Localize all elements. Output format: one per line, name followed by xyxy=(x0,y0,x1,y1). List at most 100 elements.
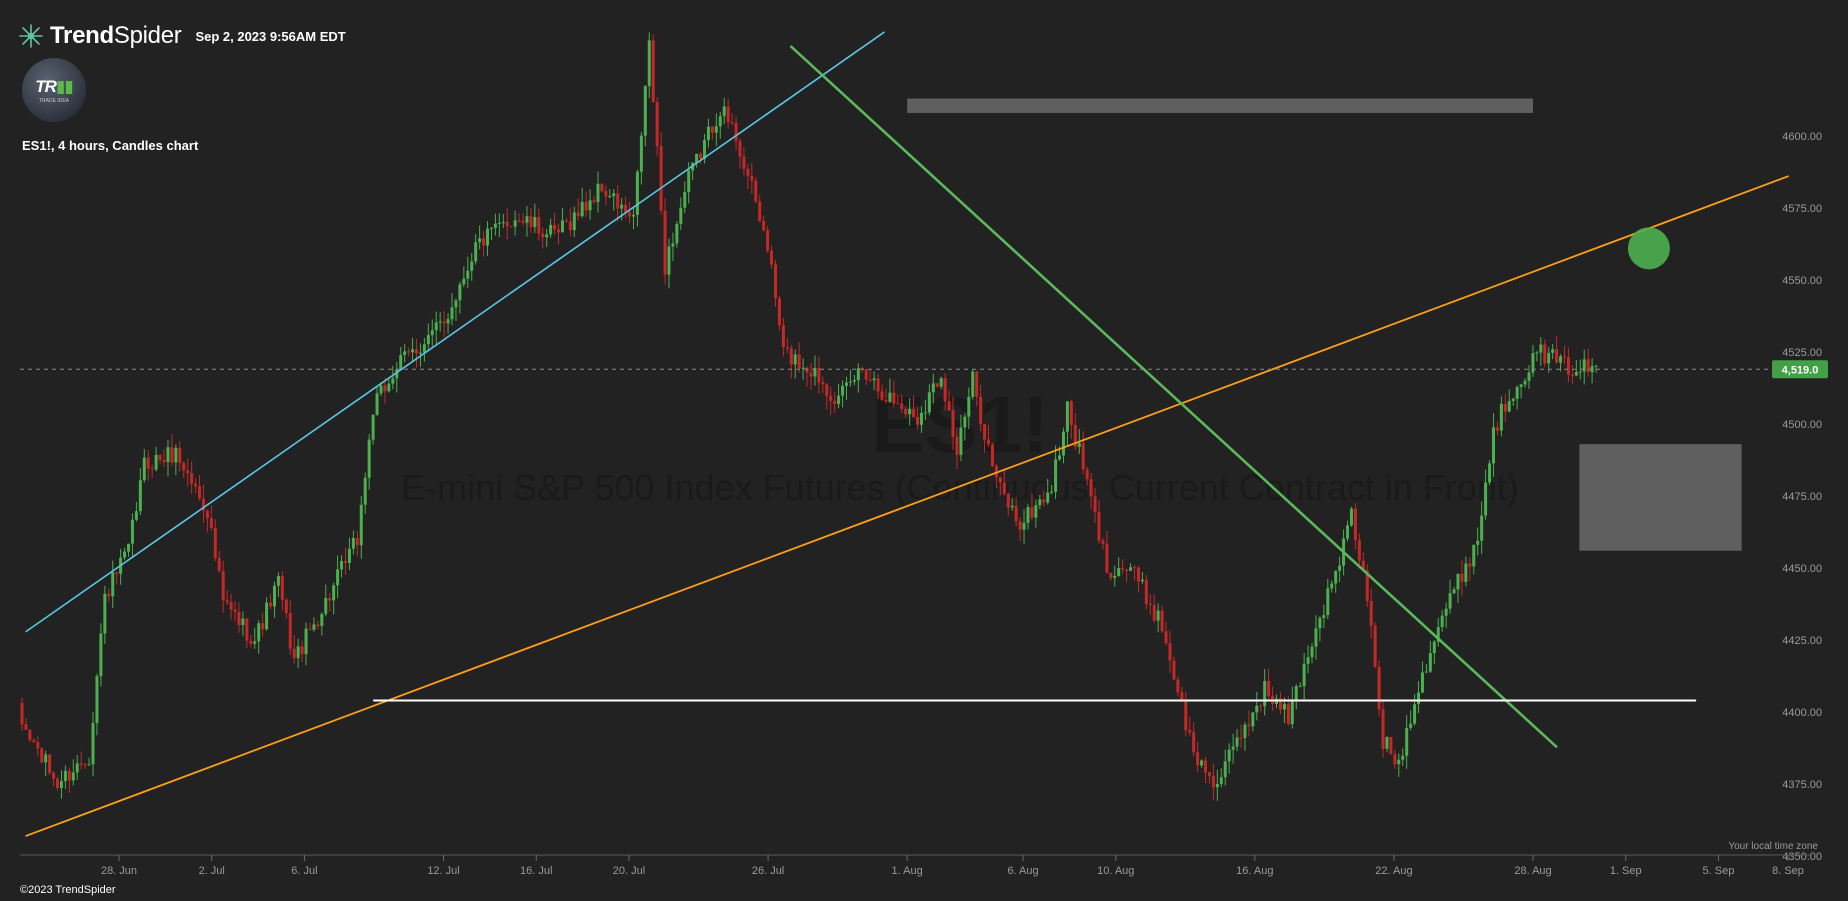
candle-body xyxy=(32,740,36,743)
candle-body xyxy=(683,191,687,208)
candle-body xyxy=(146,457,150,469)
candle-body xyxy=(643,86,647,136)
candle-body xyxy=(1144,579,1148,604)
candle-body xyxy=(793,354,797,365)
candle-body xyxy=(336,569,340,586)
candle-body xyxy=(1129,567,1133,571)
candle-body xyxy=(190,473,194,484)
candle-body xyxy=(79,763,83,765)
candle-body xyxy=(300,646,304,655)
candle-body xyxy=(1263,680,1267,707)
candle-body xyxy=(730,122,734,124)
candle-body xyxy=(340,561,344,570)
candle-body xyxy=(695,153,699,163)
candle-body xyxy=(663,210,667,275)
candle-body xyxy=(1156,610,1160,621)
candle-body xyxy=(1006,493,1010,508)
candle-body xyxy=(600,183,604,192)
brand-logo[interactable]: TrendSpider xyxy=(18,22,182,50)
header: TrendSpider Sep 2, 2023 9:56AM EDT xyxy=(18,18,346,54)
candle-body xyxy=(493,223,497,228)
candle-body xyxy=(675,223,679,244)
candle-body xyxy=(702,140,706,159)
candle-body xyxy=(1014,505,1018,522)
candles-layer xyxy=(20,32,1598,801)
candle-body xyxy=(359,504,363,546)
candle-body xyxy=(205,510,209,519)
candle-body xyxy=(1566,357,1570,375)
candle-body xyxy=(1026,507,1030,523)
candle-body xyxy=(20,703,24,725)
candle-body xyxy=(955,436,959,455)
author-avatar[interactable]: TR▮▮ TRADE IDEA xyxy=(22,58,86,122)
candle-body xyxy=(103,593,107,634)
candle-body xyxy=(884,400,888,402)
candle-body xyxy=(478,238,482,243)
candle-body xyxy=(529,216,533,228)
candle-body xyxy=(1235,737,1239,747)
candle-body xyxy=(1061,431,1065,456)
y-tick-label: 4600.00 xyxy=(1782,131,1822,143)
candle-body xyxy=(1046,492,1050,503)
candle-body xyxy=(624,204,628,213)
y-tick-label: 4400.00 xyxy=(1782,707,1822,719)
symbol-watermark: ES1! E-mini S&P 500 Index Futures (Conti… xyxy=(401,380,1519,508)
avatar-bars-icon: ▮▮ xyxy=(55,76,74,96)
y-tick-label: 4500.00 xyxy=(1782,419,1822,431)
candle-body xyxy=(450,307,454,320)
candle-body xyxy=(746,168,750,177)
candle-body xyxy=(766,230,770,251)
candle-body xyxy=(1105,543,1109,573)
candle-body xyxy=(1555,349,1559,363)
candle-body xyxy=(1148,603,1152,605)
candle-body xyxy=(1259,705,1263,707)
watermark-symbol: ES1! xyxy=(871,380,1049,469)
candle-body xyxy=(375,393,379,415)
candle-body xyxy=(1547,352,1551,364)
candle-body xyxy=(1480,515,1484,541)
candle-body xyxy=(1247,724,1251,727)
candle-body xyxy=(829,395,833,401)
candle-body xyxy=(1089,479,1093,497)
x-tick-label: 28. Jun xyxy=(101,865,137,877)
candle-body xyxy=(912,408,916,418)
candle-body xyxy=(174,447,178,463)
orange_uptrend xyxy=(25,175,1789,837)
candle-body xyxy=(415,349,418,354)
x-tick-label: 6. Jul xyxy=(291,865,317,877)
candle-body xyxy=(1117,568,1121,576)
candle-body xyxy=(979,396,983,425)
candle-body xyxy=(679,207,683,224)
copyright-footer: ©2023 TrendSpider xyxy=(20,884,116,896)
candle-body xyxy=(1077,443,1081,447)
candle-body xyxy=(320,613,324,626)
candle-body xyxy=(1318,617,1322,629)
candle-body xyxy=(509,226,513,228)
price-axis[interactable]: 4350.00 4375.00 4400.00 4425.00 4450.00 4475.… xyxy=(1772,131,1828,863)
candle-body xyxy=(580,202,584,217)
candle-body xyxy=(194,483,198,487)
candle-body xyxy=(1511,398,1515,402)
time-axis[interactable]: 28. Jun 2. Jul 6. Jul 12. Jul 16. Jul 20. Jul… xyxy=(20,854,1810,877)
candle-body xyxy=(1559,356,1563,363)
candle-body xyxy=(781,325,785,348)
candle-body xyxy=(1539,344,1543,353)
candle-body xyxy=(284,599,288,614)
candle-body xyxy=(1444,608,1448,616)
candle-body xyxy=(1136,567,1140,582)
candle-body xyxy=(916,417,920,425)
candle-body xyxy=(470,261,474,271)
candle-body xyxy=(1054,459,1058,492)
candle-body xyxy=(1357,540,1361,561)
y-tick-label: 4425.00 xyxy=(1782,635,1822,647)
candle-body xyxy=(1227,749,1231,762)
x-tick-label: 26. Jul xyxy=(752,865,784,877)
candle-body xyxy=(710,126,714,133)
candle-body xyxy=(332,585,336,601)
candle-body xyxy=(1219,777,1223,785)
candle-body xyxy=(1192,732,1196,753)
candle-body xyxy=(1590,366,1594,373)
candle-body xyxy=(1239,737,1243,739)
